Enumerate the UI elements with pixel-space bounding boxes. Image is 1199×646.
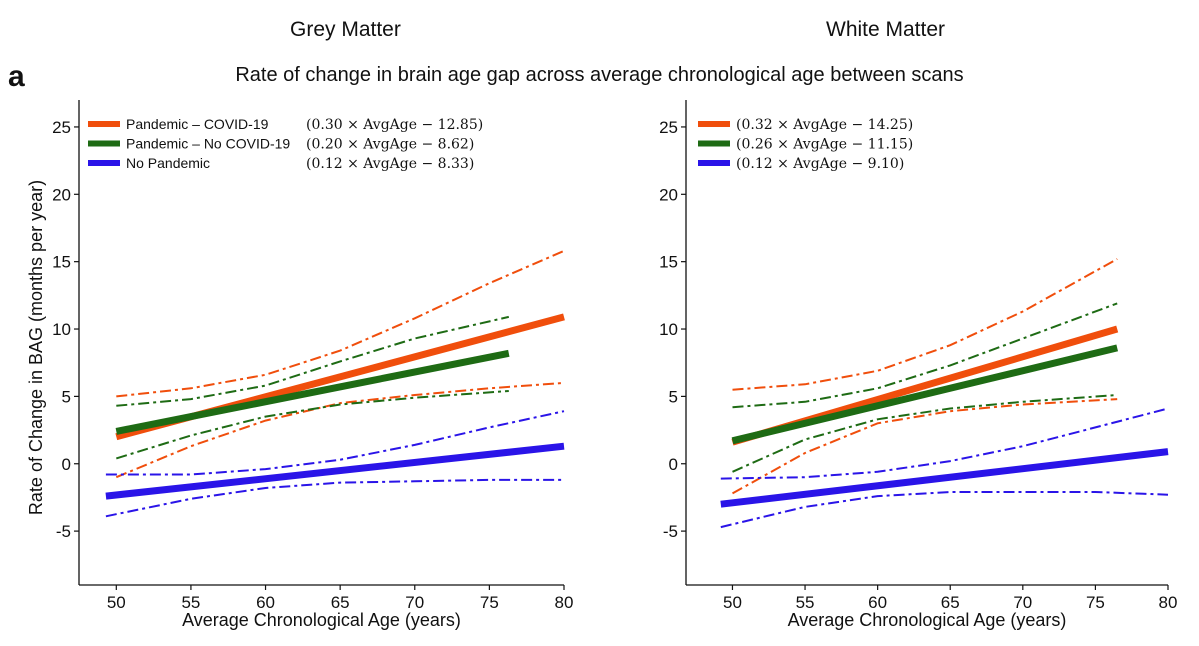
ci-upper-line-no-covid (116, 315, 510, 407)
legend-equation: (0.26 × AvgAge − 11.15) (736, 137, 913, 153)
ci-upper-line-no-covid (732, 302, 1118, 409)
fit-line-no-pandemic (105, 442, 565, 500)
legend: (0.32 × AvgAge − 14.25) (0.26 × AvgAge − … (698, 117, 913, 172)
white-matter-title: White Matter (826, 18, 946, 41)
y-tick-label: -5 (56, 522, 71, 541)
legend-equation: (0.30 × AvgAge − 12.85) (306, 117, 483, 133)
legend-equation: (0.12 × AvgAge − 9.10) (736, 156, 904, 172)
x-tick-label: 80 (555, 593, 574, 612)
y-tick-label: 5 (62, 387, 71, 406)
y-tick-label: 0 (62, 455, 71, 474)
ci-lower-line-no-pandemic (105, 478, 564, 518)
x-tick-label: 55 (181, 593, 200, 612)
chart-panel-white-matter: -5 0 5 10 15 20 25 50 55 60 65 70 75 80 Average Chrono… (659, 100, 1177, 630)
y-tick-label: 10 (659, 320, 678, 339)
panel-letter: a (8, 60, 25, 93)
legend-equation: (0.20 × AvgAge − 8.62) (306, 137, 474, 153)
fit-line-no-pandemic (720, 448, 1169, 508)
y-tick-label: 25 (52, 118, 71, 137)
x-tick-label: 75 (480, 593, 499, 612)
x-tick-label: 50 (723, 593, 742, 612)
y-tick-label: 25 (659, 118, 678, 137)
y-tick-label: 15 (52, 253, 71, 272)
y-tick-label: 10 (52, 320, 71, 339)
x-tick-label: 70 (1013, 593, 1032, 612)
figure-main-title: Rate of change in brain age gap across a… (235, 64, 964, 86)
y-tick-label: 20 (52, 185, 71, 204)
ci-lower-line-covid (732, 398, 1118, 495)
x-axis-label: Average Chronological Age (years) (182, 610, 461, 630)
ci-upper-line-covid (116, 249, 565, 398)
y-tick-label: -5 (663, 522, 678, 541)
legend: Pandemic – COVID-19 (0.30 × AvgAge − 12.8… (88, 116, 483, 172)
x-tick-label: 65 (941, 593, 960, 612)
ci-lower-line-no-pandemic (720, 491, 1169, 529)
x-tick-label: 75 (1086, 593, 1105, 612)
x-tick-label: 60 (256, 593, 275, 612)
x-tick-label: 55 (796, 593, 815, 612)
fit-line-no-covid (731, 344, 1119, 445)
x-tick-label: 60 (868, 593, 887, 612)
fit-line-no-covid (115, 349, 510, 435)
x-tick-label: 65 (331, 593, 350, 612)
legend-equation: (0.32 × AvgAge − 14.25) (736, 117, 913, 133)
y-tick-label: 15 (659, 253, 678, 272)
ci-lower-line-no-covid (116, 390, 509, 460)
ci-lower-line-no-covid (732, 394, 1118, 473)
ci-lower-line-covid (115, 381, 565, 479)
x-tick-label: 70 (405, 593, 424, 612)
ci-upper-line-no-pandemic (720, 407, 1169, 480)
legend-label: Pandemic – COVID-19 (126, 116, 269, 132)
grey-matter-title: Grey Matter (290, 18, 401, 41)
x-axis-label: Average Chronological Age (years) (788, 610, 1067, 630)
y-tick-label: 0 (669, 455, 678, 474)
legend-label: No Pandemic (126, 155, 210, 171)
legend-equation: (0.12 × AvgAge − 8.33) (306, 156, 474, 172)
ci-upper-line-covid (732, 258, 1118, 391)
y-axis-label: Rate of Change in BAG (months per year) (26, 180, 46, 515)
y-tick-label: 5 (669, 387, 678, 406)
x-tick-label: 50 (107, 593, 126, 612)
legend-label: Pandemic – No COVID-19 (126, 136, 290, 152)
ci-upper-line-no-pandemic (105, 410, 565, 476)
x-tick-label: 80 (1159, 593, 1178, 612)
chart-panel-grey-matter: -5 0 5 10 15 20 25 50 55 60 65 70 75 80 Average Chrono… (26, 100, 573, 630)
y-tick-label: 20 (659, 185, 678, 204)
